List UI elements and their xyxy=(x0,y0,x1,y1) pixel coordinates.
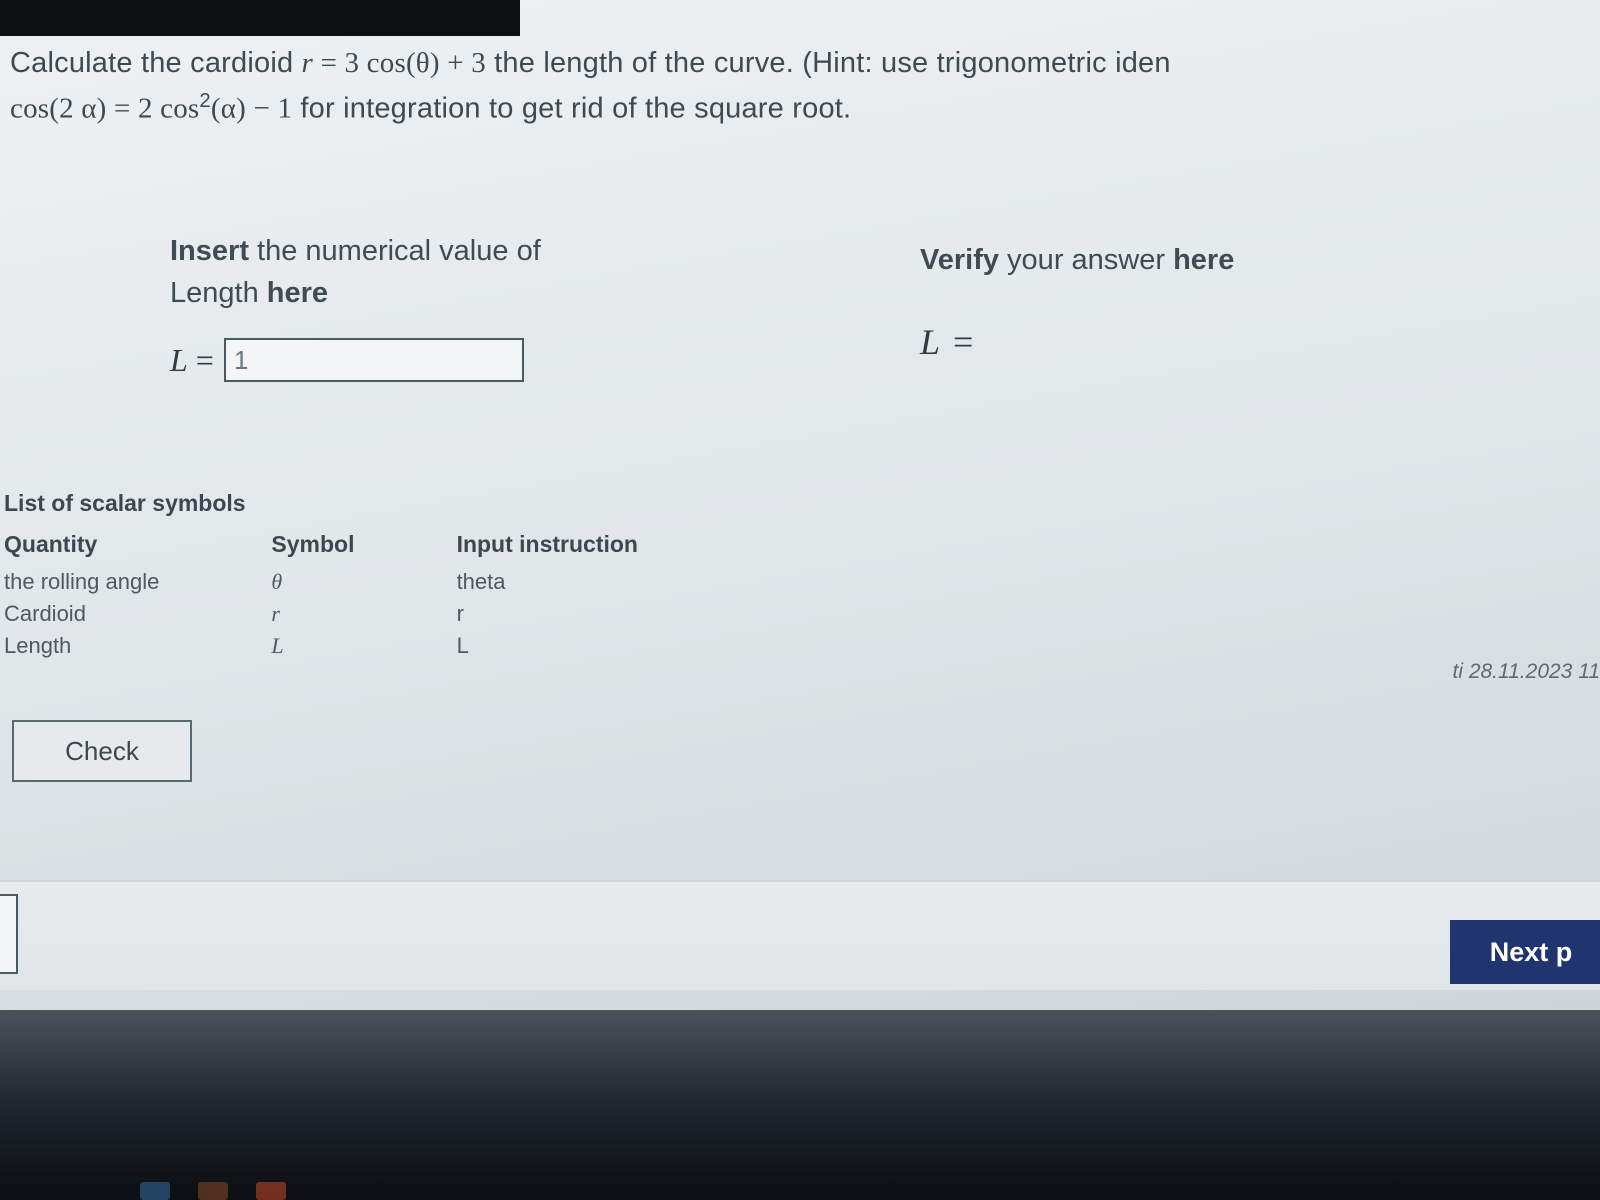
next-label: Next p xyxy=(1490,937,1573,968)
q2-eq: = xyxy=(107,92,138,124)
redacted-bar xyxy=(0,0,520,36)
taskbar-icon[interactable] xyxy=(140,1182,170,1200)
q-mid: the length of the curve. (Hint: use trig… xyxy=(486,47,1171,79)
q2-sup: 2 xyxy=(199,90,210,112)
length-input[interactable] xyxy=(224,338,524,382)
question-text: Calculate the cardioid r = 3 cos(θ) + 3 … xyxy=(10,42,1600,131)
verify-block: Verify your answer here L = xyxy=(920,244,1440,363)
cell-symbol: L xyxy=(271,630,456,662)
q2-arg1: (2 α) xyxy=(49,92,106,124)
timestamp: ti 28.11.2023 11 xyxy=(1452,660,1600,684)
table-header-row: Quantity Symbol Input instruction xyxy=(4,527,724,566)
left-input-fragment xyxy=(0,894,18,974)
verify-word: Verify xyxy=(920,244,999,276)
verify-instruction: Verify your answer here xyxy=(920,244,1440,277)
q-arg: (θ) xyxy=(406,47,440,79)
col-quantity: Quantity xyxy=(4,527,271,566)
taskbar-icons xyxy=(140,1174,286,1200)
insert-here: here xyxy=(267,277,328,309)
length-symbol: L xyxy=(170,342,188,379)
q-eq: = xyxy=(313,47,344,79)
symbols-table: Quantity Symbol Input instruction the ro… xyxy=(4,527,724,662)
table-row: the rolling angle θ theta xyxy=(4,566,724,598)
check-label: Check xyxy=(65,736,139,767)
desktop-strip xyxy=(0,1010,1600,1200)
col-instruction: Input instruction xyxy=(457,527,724,566)
table-row: Length L L xyxy=(4,630,724,662)
length-equals: = xyxy=(196,342,214,379)
insert-rest1: the numerical value of xyxy=(249,235,541,267)
cell-symbol: θ xyxy=(271,566,456,598)
insert-word: Insert xyxy=(170,235,249,267)
cell-instruction: theta xyxy=(457,566,724,598)
cell-quantity: Cardioid xyxy=(4,598,271,630)
q-r: r xyxy=(302,47,314,79)
verify-mid: your answer xyxy=(999,244,1173,276)
q-plus3: + 3 xyxy=(440,47,486,79)
insert-instruction: Insert the numerical value of Length her… xyxy=(170,230,690,314)
q2-minus: − 1 xyxy=(246,92,292,124)
insert-length: Length xyxy=(170,277,267,309)
taskbar-icon[interactable] xyxy=(198,1182,228,1200)
bottom-bar xyxy=(0,880,1600,990)
q2-tail: for integration to get rid of the square… xyxy=(292,92,851,124)
q2-cos2: cos xyxy=(160,92,199,124)
q-prefix: Calculate the cardioid xyxy=(10,47,302,79)
symbols-block: List of scalar symbols Quantity Symbol I… xyxy=(4,490,724,662)
insert-block: Insert the numerical value of Length her… xyxy=(170,230,690,382)
check-button[interactable]: Check xyxy=(12,720,192,782)
q2-arg2: (α) xyxy=(211,92,246,124)
cell-quantity: Length xyxy=(4,630,271,662)
q2-2: 2 xyxy=(138,92,160,124)
cell-instruction: L xyxy=(457,630,724,662)
symbols-title: List of scalar symbols xyxy=(4,490,724,517)
next-button[interactable]: Next p xyxy=(1450,920,1600,984)
verify-eq: = xyxy=(942,322,975,362)
cell-instruction: r xyxy=(457,598,724,630)
verify-L: L xyxy=(920,322,942,362)
q-cos: cos xyxy=(367,47,406,79)
length-input-row: L = xyxy=(170,338,690,382)
q2-cos: cos xyxy=(10,92,49,124)
page-root: Calculate the cardioid r = 3 cos(θ) + 3 … xyxy=(0,0,1600,1200)
table-row: Cardioid r r xyxy=(4,598,724,630)
verify-here: here xyxy=(1173,244,1234,276)
cell-symbol: r xyxy=(271,598,456,630)
cell-quantity: the rolling angle xyxy=(4,566,271,598)
q-3a: 3 xyxy=(345,47,367,79)
taskbar-icon[interactable] xyxy=(256,1182,286,1200)
verify-result: L = xyxy=(920,321,1440,363)
col-symbol: Symbol xyxy=(271,527,456,566)
